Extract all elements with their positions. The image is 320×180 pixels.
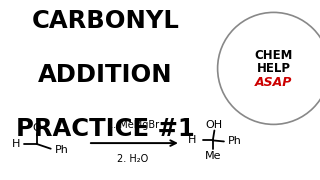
Text: CHEM: CHEM — [254, 49, 293, 62]
Text: HELP: HELP — [257, 62, 291, 75]
Text: Me: Me — [204, 151, 221, 161]
Text: CARBONYL: CARBONYL — [32, 9, 180, 33]
Text: OH: OH — [206, 120, 223, 130]
Text: Ph: Ph — [54, 145, 68, 155]
Text: 1. MeMgBr: 1. MeMgBr — [107, 120, 159, 130]
Text: 2. H₂O: 2. H₂O — [117, 154, 148, 164]
Text: H: H — [188, 135, 196, 145]
Text: ASAP: ASAP — [255, 76, 292, 89]
Text: Ph: Ph — [228, 136, 242, 146]
Text: O: O — [32, 123, 41, 133]
Text: ADDITION: ADDITION — [38, 63, 173, 87]
Text: H: H — [12, 139, 20, 149]
Text: PRACTICE #1: PRACTICE #1 — [16, 117, 195, 141]
